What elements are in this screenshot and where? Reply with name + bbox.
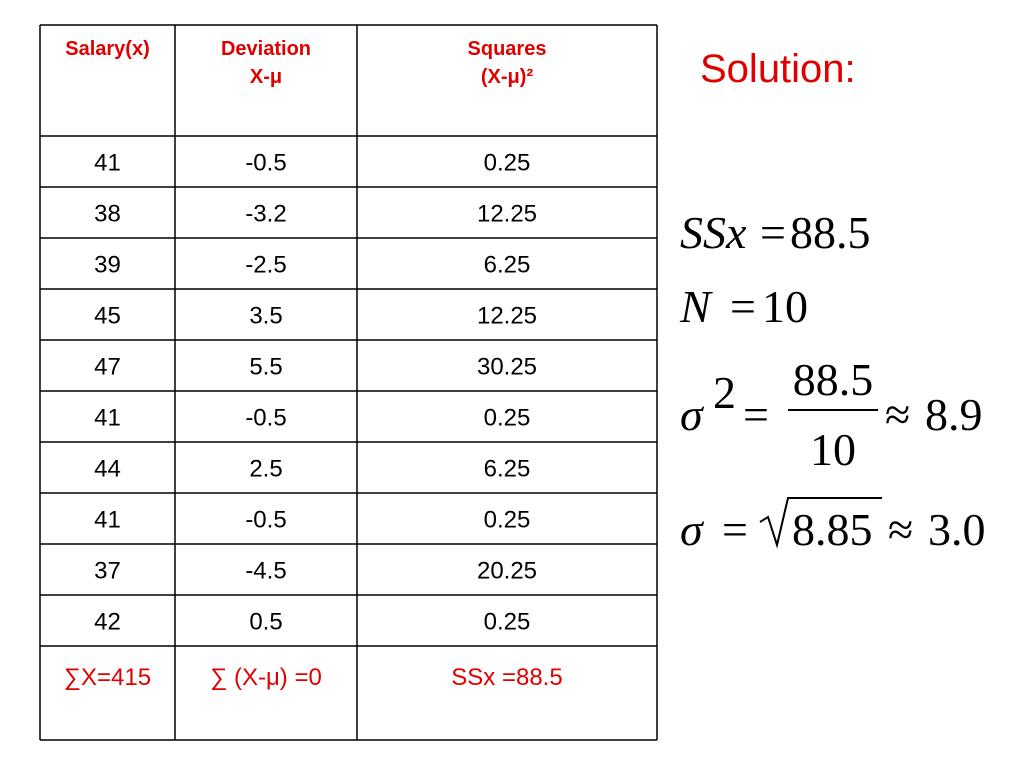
footer-cell: SSx =88.5 <box>451 664 562 691</box>
table-cell: 37 <box>94 558 121 585</box>
header-cell: X-μ <box>250 66 282 88</box>
table-cell: 6.25 <box>484 252 531 279</box>
eq-exponent: 2 <box>713 367 736 418</box>
header-cell: Salary(x) <box>65 38 150 60</box>
table-cell: 2.5 <box>249 456 282 483</box>
eq-rhs: 88.5 <box>790 207 871 258</box>
table-cell: 39 <box>94 252 121 279</box>
eq-radicand: 8.85 <box>792 504 873 555</box>
eq-symbol: σ <box>680 504 705 555</box>
table-cell: -4.5 <box>245 558 286 585</box>
table-cell: 0.25 <box>484 609 531 636</box>
table-cell: 0.5 <box>249 609 282 636</box>
table: Salary(x) Deviation X-μ Squares (X-μ)² 41 -0.5… <box>39 24 658 741</box>
table-cell: -0.5 <box>245 507 286 534</box>
table-cell: 0.25 <box>484 507 531 534</box>
table-cell: 38 <box>94 201 121 228</box>
table-cell: 5.5 <box>249 354 282 381</box>
eq-denominator: 10 <box>810 424 856 475</box>
eq-rhs: 10 <box>762 281 808 332</box>
eq-op: = <box>730 281 756 332</box>
table-cell: 0.25 <box>484 405 531 432</box>
eq-result: 8.9 <box>925 389 983 440</box>
eq-op: = <box>722 504 748 555</box>
eq-op: = <box>760 207 786 258</box>
table-cell: 20.25 <box>477 558 537 585</box>
header-cell: Deviation <box>221 38 311 60</box>
table-cell: 41 <box>94 507 121 534</box>
eq-symbol: σ <box>680 389 705 440</box>
eq-lhs: N <box>679 281 713 332</box>
table-cell: 12.25 <box>477 303 537 330</box>
table-cell: 47 <box>94 354 121 381</box>
table-cell: 42 <box>94 609 121 636</box>
footer-cell: ∑ (X-μ) =0 <box>210 664 322 691</box>
header-cell: Squares <box>468 38 547 60</box>
eq-lhs: SSx <box>680 207 747 258</box>
table-cell: 41 <box>94 150 121 177</box>
radical-sign <box>759 497 882 549</box>
eq-approx: ≈ <box>885 389 910 440</box>
eq-result: 3.0 <box>928 504 986 555</box>
table-cell: 30.25 <box>477 354 537 381</box>
eq-approx: ≈ <box>888 504 913 555</box>
header-cell: (X-μ)² <box>481 66 534 88</box>
table-cell: 44 <box>94 456 121 483</box>
table-cell: -3.2 <box>245 201 286 228</box>
table-cell: -0.5 <box>245 150 286 177</box>
table-cell: 41 <box>94 405 121 432</box>
table-cell: 6.25 <box>484 456 531 483</box>
table-cell: -2.5 <box>245 252 286 279</box>
table-cell: -0.5 <box>245 405 286 432</box>
eq-op: = <box>743 389 769 440</box>
table-cell: 45 <box>94 303 121 330</box>
footer-cell: ∑X=415 <box>64 664 151 691</box>
table-cell: 0.25 <box>484 150 531 177</box>
table-cell: 12.25 <box>477 201 537 228</box>
solution-title: Solution: <box>700 47 856 91</box>
eq-numerator: 88.5 <box>793 354 874 405</box>
table-cell: 3.5 <box>249 303 282 330</box>
